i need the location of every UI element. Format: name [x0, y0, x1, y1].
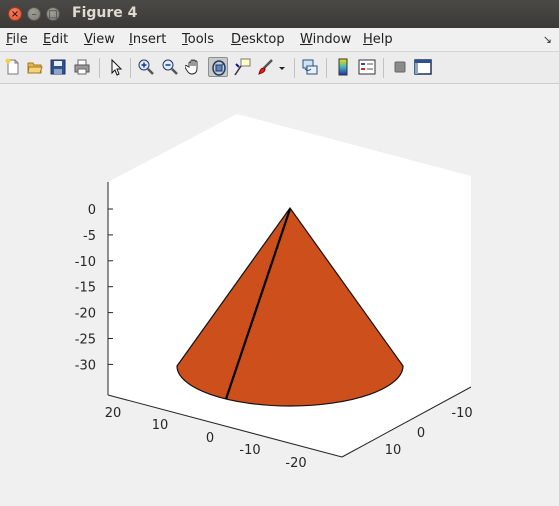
y-tick-label: 10 [385, 443, 402, 458]
menu-tools[interactable]: Tools [182, 32, 215, 47]
pan-hand-icon[interactable] [184, 57, 204, 77]
new-figure-icon[interactable] [3, 57, 23, 77]
z-tick-label: 0 [88, 203, 96, 218]
toolbar-separator [326, 58, 327, 78]
open-file-icon[interactable] [25, 57, 45, 77]
undock-arrow-icon[interactable]: ↘ [542, 33, 552, 46]
brush-dropdown-icon[interactable] [277, 57, 287, 77]
menu-insert[interactable]: Insert [129, 32, 167, 47]
data-cursor-icon[interactable] [232, 57, 252, 77]
cone-surface [176, 206, 404, 407]
x-tick-label: 20 [105, 406, 122, 421]
legend-icon[interactable] [357, 57, 377, 77]
toolbar-separator [383, 58, 384, 78]
menu-help[interactable]: Help [363, 32, 393, 47]
x-tick-label: 0 [206, 431, 214, 446]
brush-icon[interactable] [256, 57, 276, 77]
maximize-window-button[interactable]: □ [46, 7, 60, 21]
cone-seam-line [224, 208, 292, 400]
y-tick-label: -10 [451, 406, 472, 421]
rotate-3d-icon[interactable] [208, 57, 228, 77]
z-tick-label: -25 [75, 333, 96, 348]
toolbar-separator [99, 58, 100, 78]
menu-bar: File Edit View Insert Tools Desktop Wind… [0, 28, 559, 51]
figure-toolbar [0, 51, 559, 84]
colorbar-icon[interactable] [333, 57, 353, 77]
plot-canvas[interactable]: 0 -5 -10 -15 -20 -25 -30 20 10 0 -10 -20 -10 0 10 [0, 83, 559, 506]
menu-desktop[interactable]: Desktop [231, 32, 285, 47]
minimize-window-button[interactable]: – [27, 7, 41, 21]
window-titlebar: × – □ Figure 4 [0, 0, 559, 29]
zoom-out-icon[interactable] [160, 57, 180, 77]
show-plot-tools-icon[interactable] [413, 57, 433, 77]
z-tick-label: -15 [75, 281, 96, 296]
z-tick-label: -5 [83, 229, 96, 244]
z-tick-label: -30 [75, 358, 96, 373]
y-axis-line [341, 386, 472, 458]
edit-plot-arrow-icon[interactable] [106, 57, 126, 77]
toolbar-separator [294, 58, 295, 78]
x-tick-label: -20 [285, 456, 306, 471]
link-plot-icon[interactable] [300, 57, 320, 77]
close-window-button[interactable]: × [8, 7, 22, 21]
print-icon[interactable] [72, 57, 92, 77]
x-tick-label: -10 [239, 443, 260, 458]
z-tick-label: -10 [75, 255, 96, 270]
toolbar-separator [130, 58, 131, 78]
zoom-in-icon[interactable] [136, 57, 156, 77]
menu-edit[interactable]: Edit [43, 32, 69, 47]
hide-plot-tools-icon[interactable] [390, 57, 410, 77]
x-tick-label: 10 [152, 418, 169, 433]
y-tick-label: 0 [417, 426, 425, 441]
z-tick-label: -20 [75, 307, 96, 322]
window-title: Figure 4 [72, 5, 138, 21]
save-icon[interactable] [48, 57, 68, 77]
x-axis-line [107, 394, 343, 458]
menu-window[interactable]: Window [300, 32, 352, 47]
menu-view[interactable]: View [84, 32, 115, 47]
menu-file[interactable]: File [6, 32, 28, 47]
